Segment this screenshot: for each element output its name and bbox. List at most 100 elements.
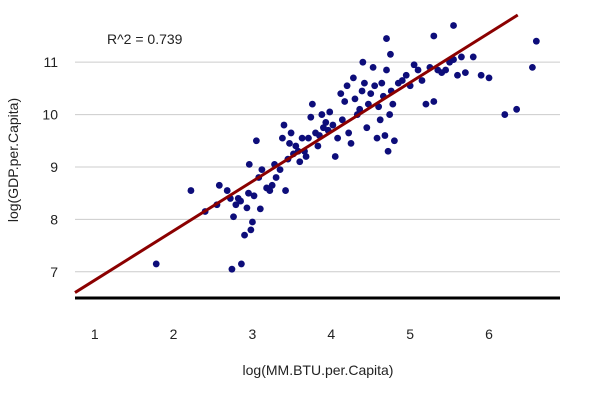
data-point bbox=[187, 187, 195, 194]
y-tick-label: 8 bbox=[50, 211, 58, 227]
data-point bbox=[532, 37, 540, 45]
data-point bbox=[361, 79, 368, 87]
data-point bbox=[232, 201, 240, 209]
data-point bbox=[378, 79, 386, 87]
data-point bbox=[322, 119, 330, 126]
data-point bbox=[398, 77, 406, 84]
data-point bbox=[402, 71, 410, 79]
data-point bbox=[358, 87, 366, 95]
data-point bbox=[454, 71, 461, 79]
x-tick-labels: 1 2 3 4 5 6 bbox=[91, 326, 493, 342]
data-point bbox=[287, 129, 295, 137]
data-point bbox=[258, 166, 266, 174]
data-point bbox=[249, 218, 256, 226]
data-point bbox=[237, 197, 245, 205]
data-point bbox=[359, 58, 367, 66]
data-point bbox=[341, 98, 349, 105]
data-point bbox=[329, 121, 337, 129]
data-point bbox=[387, 50, 394, 58]
data-point bbox=[286, 139, 293, 147]
r-squared-annotation: R^2 = 0.739 bbox=[107, 31, 183, 47]
x-tick-label: 5 bbox=[406, 326, 414, 342]
data-point bbox=[292, 142, 300, 150]
data-point bbox=[241, 231, 248, 239]
regression-line bbox=[74, 13, 519, 294]
data-point bbox=[245, 189, 252, 197]
data-point bbox=[338, 116, 346, 124]
data-point bbox=[386, 111, 394, 118]
y-tick-labels: 7 8 9 10 11 bbox=[42, 54, 58, 280]
data-point bbox=[334, 134, 342, 142]
data-point bbox=[384, 147, 392, 155]
data-point bbox=[250, 192, 258, 200]
data-point bbox=[390, 137, 398, 145]
data-point bbox=[215, 181, 223, 189]
x-tick-label: 1 bbox=[91, 326, 99, 342]
data-point bbox=[383, 35, 390, 42]
data-point bbox=[326, 108, 334, 116]
data-point bbox=[279, 134, 286, 142]
data-point bbox=[223, 187, 231, 194]
data-point bbox=[296, 158, 304, 166]
data-point bbox=[450, 22, 457, 29]
data-point bbox=[458, 53, 465, 61]
data-point bbox=[376, 116, 384, 124]
data-point bbox=[256, 205, 264, 213]
data-point bbox=[381, 132, 389, 139]
data-point bbox=[364, 100, 372, 108]
data-point bbox=[318, 111, 326, 118]
data-point bbox=[422, 100, 430, 108]
data-point bbox=[513, 105, 521, 113]
x-tick-label: 4 bbox=[327, 326, 335, 342]
data-point bbox=[442, 66, 450, 74]
data-point bbox=[314, 142, 322, 150]
data-point bbox=[247, 226, 255, 234]
data-point bbox=[280, 121, 288, 129]
data-point bbox=[272, 174, 280, 181]
data-point bbox=[331, 153, 339, 160]
data-point bbox=[414, 66, 422, 74]
data-points bbox=[152, 22, 540, 273]
data-point bbox=[305, 134, 312, 142]
data-point bbox=[351, 95, 359, 103]
data-point bbox=[461, 69, 469, 77]
x-tick-label: 6 bbox=[485, 326, 493, 342]
data-point bbox=[349, 74, 357, 82]
data-point bbox=[430, 32, 438, 40]
data-point bbox=[363, 124, 371, 132]
data-point bbox=[302, 153, 310, 160]
data-point bbox=[245, 160, 253, 168]
grid-lines bbox=[75, 61, 560, 273]
x-tick-label: 3 bbox=[249, 326, 257, 342]
data-point bbox=[410, 61, 418, 69]
data-point bbox=[230, 213, 237, 221]
data-point bbox=[369, 64, 377, 71]
data-point bbox=[345, 129, 353, 137]
data-point bbox=[389, 100, 397, 108]
data-point bbox=[298, 134, 306, 142]
data-point bbox=[308, 100, 316, 108]
data-point bbox=[337, 90, 345, 98]
data-point bbox=[371, 82, 379, 90]
data-point bbox=[477, 71, 485, 79]
data-point bbox=[418, 77, 426, 84]
y-tick-label: 11 bbox=[43, 54, 58, 70]
data-point bbox=[485, 74, 493, 82]
data-point bbox=[276, 166, 284, 174]
data-point bbox=[373, 134, 381, 142]
data-point bbox=[228, 265, 236, 273]
y-tick-label: 10 bbox=[42, 107, 58, 123]
data-point bbox=[528, 64, 536, 71]
y-axis-label: log(GDP.per.Capita) bbox=[5, 98, 21, 222]
data-point bbox=[367, 90, 375, 98]
data-point bbox=[383, 66, 390, 74]
x-axis-label: log(MM.BTU.per.Capita) bbox=[243, 362, 394, 378]
data-point bbox=[252, 137, 260, 145]
x-tick-label: 2 bbox=[170, 326, 178, 342]
data-point bbox=[307, 113, 315, 121]
y-tick-label: 9 bbox=[50, 159, 58, 175]
data-point bbox=[501, 111, 509, 118]
data-point bbox=[347, 139, 355, 147]
data-point bbox=[243, 204, 251, 212]
